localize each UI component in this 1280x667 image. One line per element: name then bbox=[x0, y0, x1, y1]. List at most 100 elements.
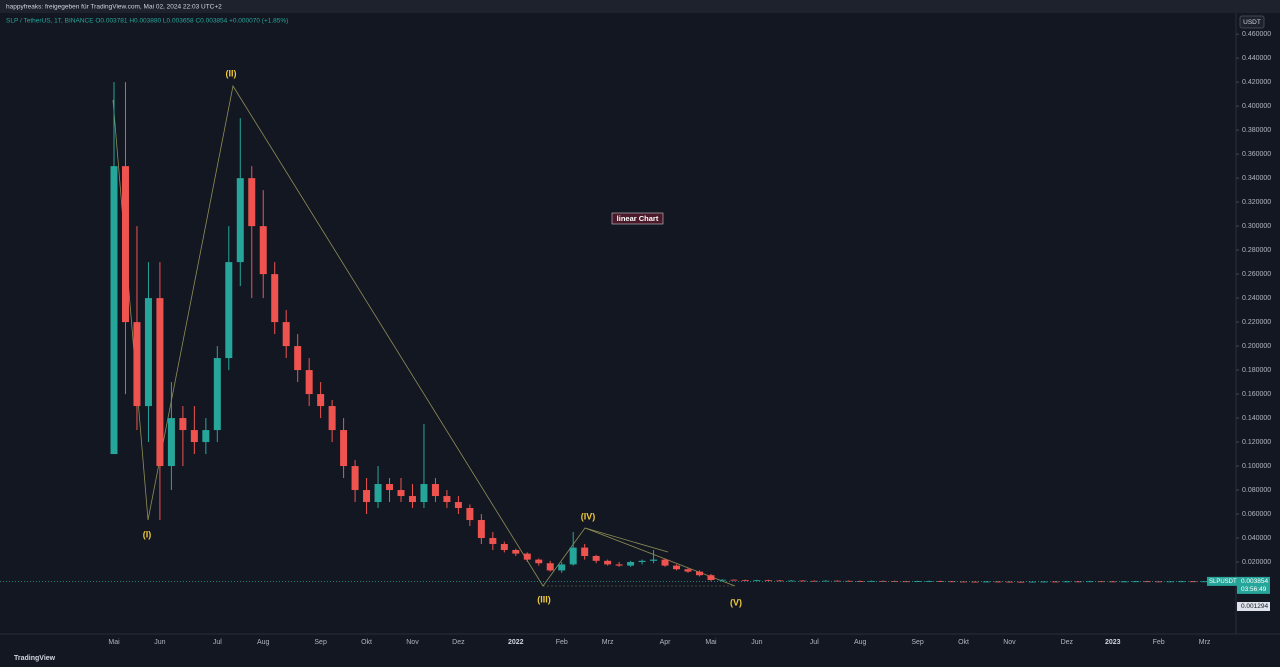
candle-body bbox=[604, 560, 612, 565]
candle-body bbox=[741, 580, 749, 581]
candle-body bbox=[133, 322, 141, 407]
y-tick-label: 0.140000 bbox=[1242, 415, 1271, 422]
candle-body bbox=[1005, 581, 1013, 583]
candle-body bbox=[753, 580, 761, 582]
wave-label: (III) bbox=[537, 594, 551, 604]
annotation: linear Chart bbox=[617, 214, 659, 223]
candle-body bbox=[879, 580, 887, 582]
candle-body bbox=[1017, 581, 1025, 583]
candle-body bbox=[1028, 581, 1036, 583]
x-tick-label: Mai bbox=[705, 639, 717, 646]
y-tick-label: 0.420000 bbox=[1242, 79, 1271, 86]
candle-body bbox=[477, 520, 485, 539]
x-tick-label: Sep bbox=[314, 639, 327, 646]
low-label: 0.001294 bbox=[1241, 603, 1268, 610]
candle-body bbox=[627, 562, 635, 566]
candle-body bbox=[167, 418, 175, 467]
wave-label: (V) bbox=[730, 597, 742, 607]
candle-body bbox=[489, 538, 497, 545]
y-tick-label: 0.360000 bbox=[1242, 151, 1271, 158]
candle-body bbox=[925, 581, 933, 582]
x-tick-label: Mrz bbox=[602, 639, 614, 646]
candle-body bbox=[363, 490, 371, 503]
candle-body bbox=[1063, 581, 1071, 583]
x-tick-label: Nov bbox=[1003, 639, 1016, 646]
candle-body bbox=[121, 166, 129, 323]
x-tick-label: Jun bbox=[751, 639, 762, 646]
x-tick-label: Jul bbox=[213, 639, 222, 646]
header: happyfreaks: freigegeben für TradingView… bbox=[6, 4, 222, 11]
candle-body bbox=[994, 581, 1002, 583]
y-tick-label: 0.460000 bbox=[1242, 31, 1271, 38]
candle-body bbox=[787, 580, 795, 582]
candle-body bbox=[1166, 581, 1174, 583]
x-tick-label: Nov bbox=[406, 639, 419, 646]
header-bar bbox=[0, 0, 1280, 13]
candle-body bbox=[340, 430, 348, 467]
x-tick-label: Mrz bbox=[1199, 639, 1211, 646]
y-tick-label: 0.400000 bbox=[1242, 103, 1271, 110]
wave-channel bbox=[584, 527, 669, 553]
x-tick-label: Aug bbox=[854, 639, 867, 646]
candle-body bbox=[673, 565, 681, 570]
symbol-label: SLPUSDT bbox=[1209, 579, 1237, 585]
candle-body bbox=[443, 496, 451, 503]
y-tick-label: 0.220000 bbox=[1242, 319, 1271, 326]
candle-body bbox=[776, 580, 784, 582]
y-tick-label: 0.160000 bbox=[1242, 391, 1271, 398]
y-tick-label: 0.440000 bbox=[1242, 55, 1271, 62]
candle-body bbox=[960, 581, 968, 583]
x-tick-label: Dez bbox=[452, 639, 465, 646]
symbol-line: SLP / TetherUS, 1T, BINANCE O0.003781 H0… bbox=[6, 18, 288, 25]
x-tick-label: Okt bbox=[958, 639, 969, 646]
x-tick-label: Aug bbox=[257, 639, 270, 646]
candle-body bbox=[695, 571, 703, 576]
x-tick-label: 2022 bbox=[508, 639, 524, 646]
candle-body bbox=[454, 502, 462, 509]
y-tick-label: 0.180000 bbox=[1242, 367, 1271, 374]
x-tick-label: Dez bbox=[1061, 639, 1074, 646]
price-box bbox=[1237, 576, 1270, 594]
candle-body bbox=[535, 559, 543, 564]
y-tick-label: 0.280000 bbox=[1242, 247, 1271, 254]
candle-body bbox=[971, 581, 979, 583]
candle-body bbox=[707, 575, 715, 581]
candle-body bbox=[937, 581, 945, 582]
candle-body bbox=[305, 370, 313, 395]
candle-body bbox=[615, 564, 623, 566]
candle-body bbox=[868, 580, 876, 582]
currency-box[interactable] bbox=[1239, 15, 1265, 29]
candle-body bbox=[431, 484, 439, 497]
candle-body bbox=[144, 298, 152, 407]
y-tick-label: 0.340000 bbox=[1242, 175, 1271, 182]
candle-body bbox=[282, 322, 290, 347]
x-tick-label: Okt bbox=[361, 639, 372, 646]
candle-body bbox=[581, 547, 589, 557]
candle-body bbox=[592, 556, 600, 561]
candle-body bbox=[500, 544, 508, 551]
candle-body bbox=[914, 581, 922, 583]
x-tick-label: 2023 bbox=[1105, 639, 1121, 646]
annotation-box bbox=[611, 212, 664, 225]
y-tick-label: 0.100000 bbox=[1242, 463, 1271, 470]
candle-body bbox=[799, 580, 807, 582]
candle-body bbox=[408, 496, 416, 503]
candle-body bbox=[225, 262, 233, 359]
candle-body bbox=[523, 553, 531, 560]
candle-body bbox=[1109, 581, 1117, 583]
candle-body bbox=[948, 581, 956, 583]
currency[interactable]: USDT bbox=[1243, 19, 1261, 26]
candle-body bbox=[1178, 581, 1186, 583]
wave-label: (II) bbox=[226, 68, 237, 78]
candle-body bbox=[845, 580, 853, 582]
candle-body bbox=[982, 581, 990, 583]
y-tick-label: 0.240000 bbox=[1242, 295, 1271, 302]
footer[interactable]: TradingView bbox=[14, 655, 56, 662]
y-tick-label: 0.260000 bbox=[1242, 271, 1271, 278]
candle-body bbox=[546, 563, 554, 571]
candle-body bbox=[512, 550, 520, 554]
candle-body bbox=[213, 358, 221, 431]
candle-body bbox=[650, 559, 658, 561]
candle-body bbox=[294, 346, 302, 371]
